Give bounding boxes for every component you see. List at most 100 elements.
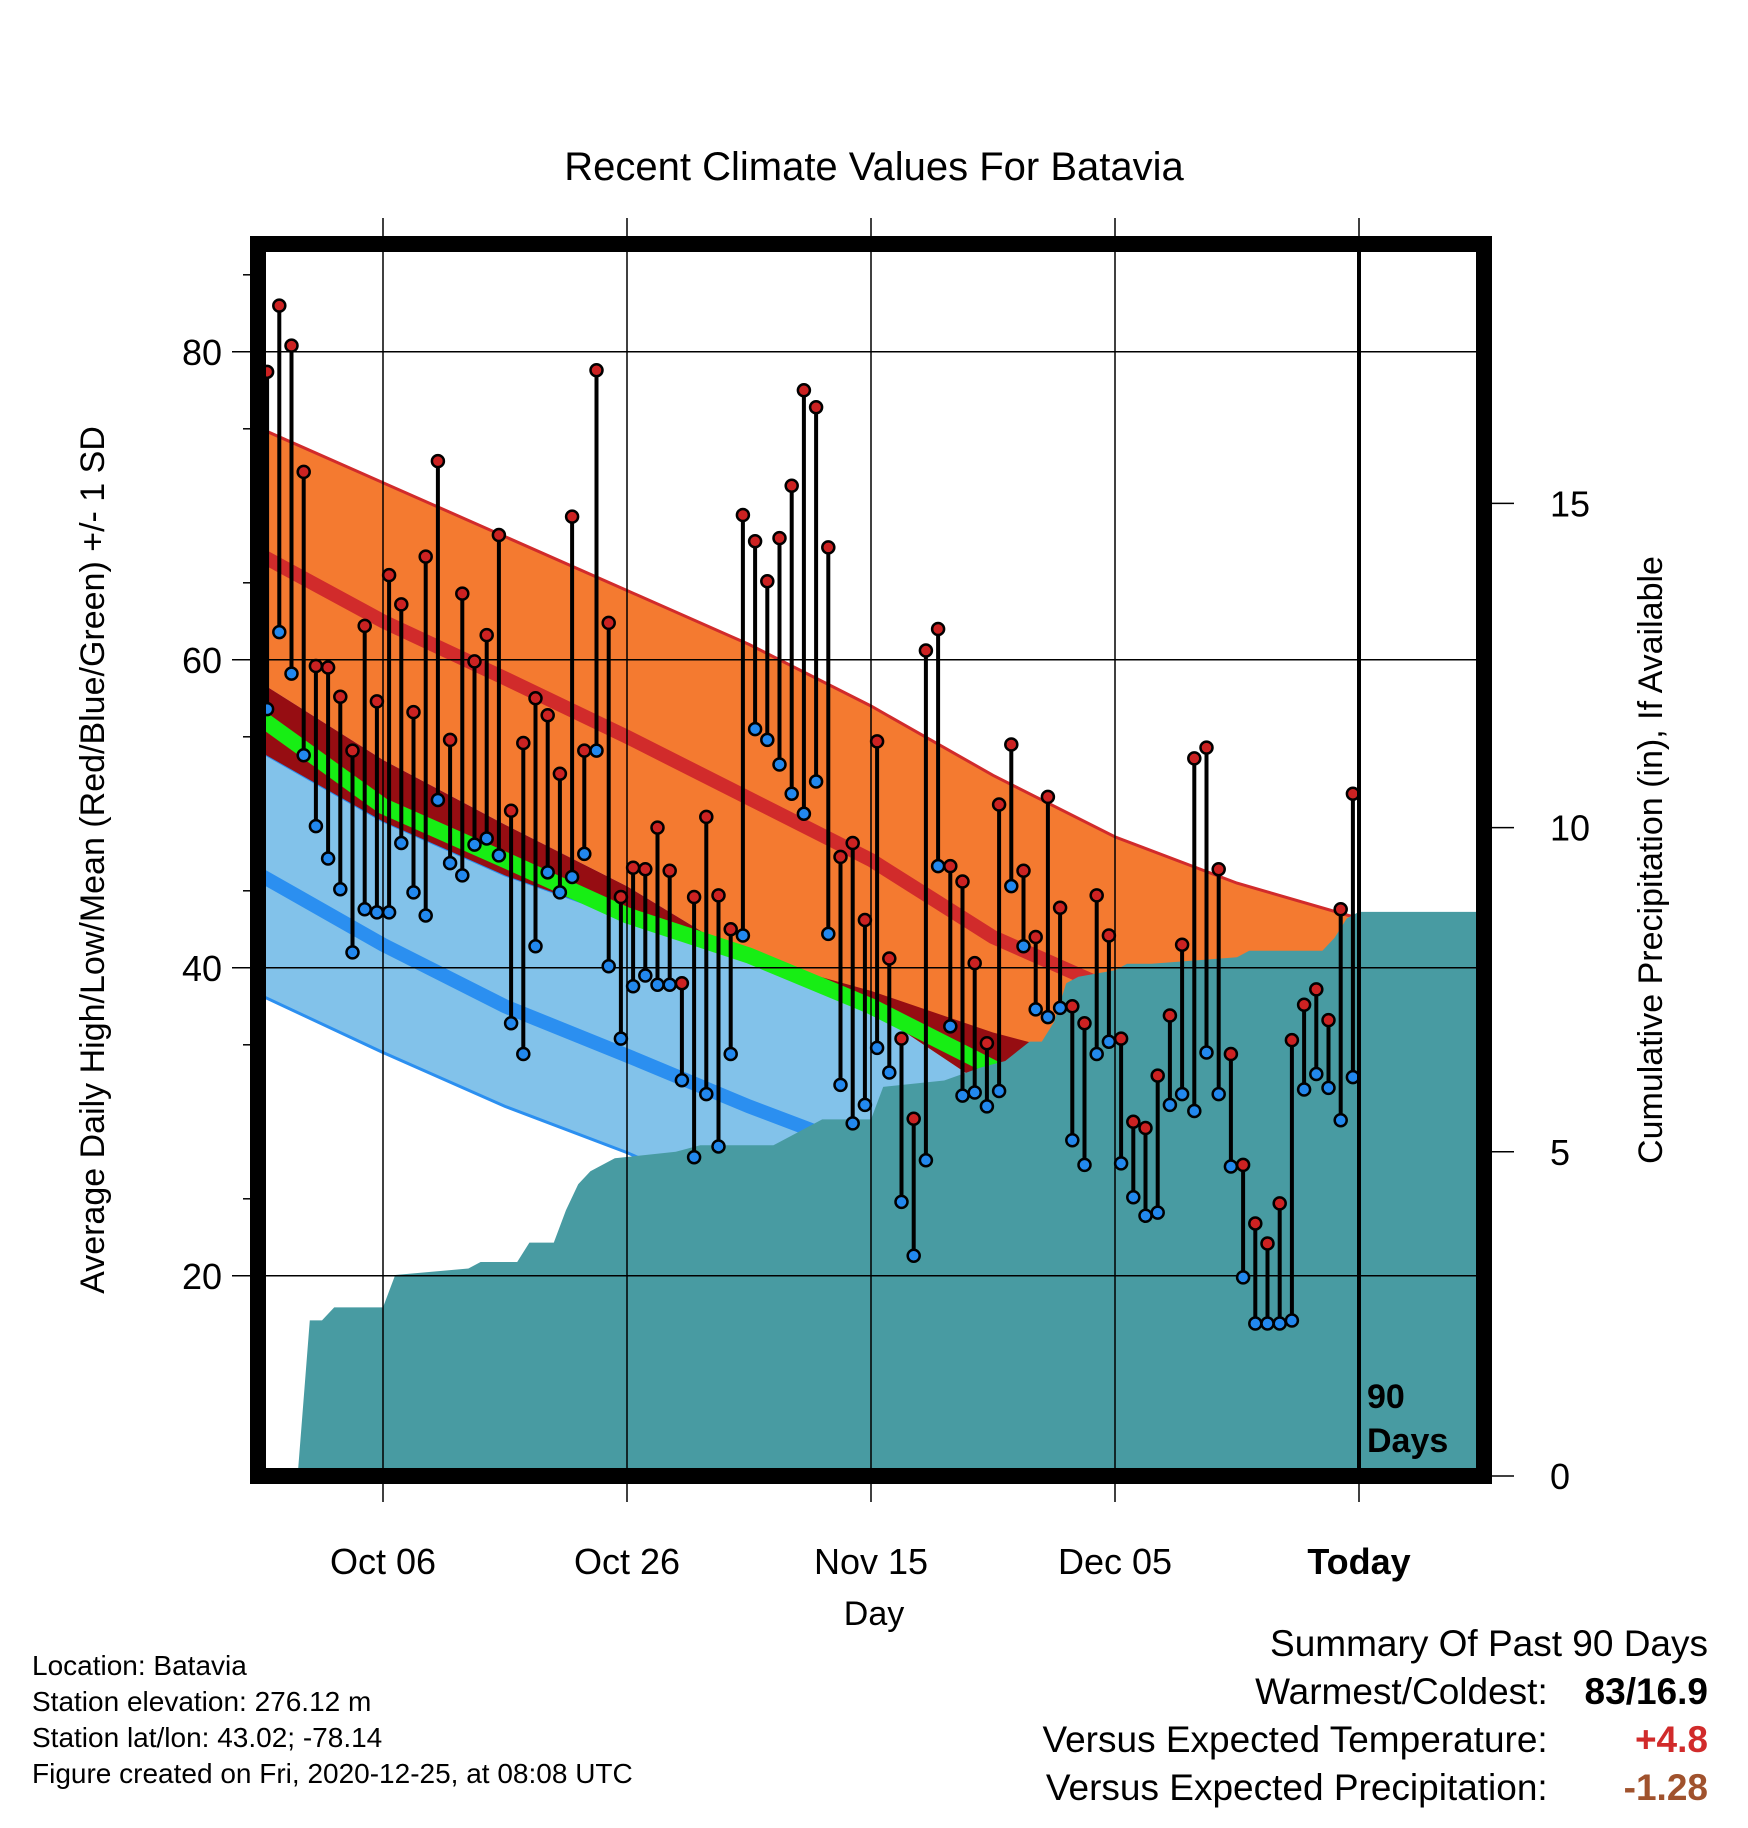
low-point — [308, 818, 324, 834]
high-point — [1309, 982, 1324, 997]
station-info: Location: Batavia Station elevation: 276… — [32, 1648, 633, 1792]
high-point — [503, 803, 519, 818]
high-point — [1174, 937, 1190, 952]
low-point — [1187, 1103, 1202, 1119]
low-point — [735, 928, 751, 943]
low-point — [1126, 1190, 1141, 1205]
high-point — [674, 975, 690, 991]
low-point — [455, 868, 470, 883]
low-point — [894, 1194, 909, 1210]
low-point — [686, 1149, 702, 1165]
low-point — [442, 855, 458, 871]
high-point — [467, 654, 482, 669]
low-point — [320, 851, 336, 866]
high-point — [1211, 861, 1226, 877]
x-axis-label: Day — [844, 1595, 904, 1633]
high-point — [479, 627, 494, 643]
axes: Oct 06 Oct 26 Nov 15 Dec 05 Today 20 40 60 80 0 5 1… — [182, 218, 1590, 1582]
daily-bars — [265, 305, 1355, 1324]
created-text: Figure created on Fri, 2020-12-25, at 08… — [32, 1758, 633, 1789]
chart-title: Recent Climate Values For Batavia — [564, 145, 1184, 189]
high-point — [1040, 789, 1056, 805]
high-point — [564, 509, 580, 524]
low-point — [1248, 1316, 1263, 1331]
low-point — [272, 624, 287, 640]
low-point — [711, 1139, 726, 1154]
low-point — [1309, 1066, 1324, 1082]
precip-departure-label: Versus Expected Precipitation: — [1045, 1767, 1548, 1808]
location-text: Location: Batavia — [32, 1650, 247, 1681]
high-point — [918, 643, 934, 658]
high-point — [991, 797, 1007, 812]
low-point — [1260, 1316, 1275, 1331]
low-point — [406, 885, 421, 900]
low-point — [1016, 938, 1031, 954]
low-point — [1004, 878, 1019, 894]
high-point — [455, 586, 470, 601]
low-point — [503, 1015, 519, 1031]
high-point — [955, 874, 970, 889]
low-point — [784, 786, 799, 802]
x-tick-label: Oct 26 — [574, 1541, 680, 1582]
high-point — [308, 658, 324, 674]
high-point — [638, 861, 653, 877]
x-tick-label: Nov 15 — [814, 1541, 928, 1582]
high-point — [320, 660, 336, 675]
low-point — [552, 885, 568, 900]
low-point — [1174, 1086, 1190, 1102]
low-point — [1089, 1046, 1104, 1062]
low-point — [930, 858, 946, 874]
low-point — [869, 1040, 885, 1056]
low-point — [540, 865, 555, 880]
y-axis-label: Average Daily High/Low/Mean (Red/Blue/Gr… — [74, 426, 112, 1294]
low-point — [674, 1072, 690, 1088]
high-point — [333, 689, 348, 705]
high-point — [442, 732, 458, 748]
x-tick-label: Oct 06 — [330, 1541, 436, 1582]
high-point — [1101, 928, 1117, 943]
high-point — [882, 951, 897, 966]
high-point — [1016, 863, 1031, 879]
low-point — [1272, 1316, 1287, 1331]
low-point — [772, 757, 787, 772]
low-point — [394, 835, 409, 851]
high-point — [1162, 1008, 1178, 1023]
high-point — [1272, 1196, 1287, 1211]
low-point — [1296, 1082, 1312, 1097]
summary-warmest-row: Warmest/Coldest: 83/16.9 — [1042, 1668, 1708, 1716]
low-point — [479, 831, 494, 846]
low-point — [1065, 1133, 1080, 1148]
low-point — [1321, 1080, 1336, 1096]
high-point — [686, 889, 702, 905]
high-point — [394, 597, 409, 612]
low-point — [564, 869, 580, 885]
high-point — [577, 743, 592, 758]
low-point — [943, 1019, 958, 1034]
high-point — [589, 363, 604, 378]
low-point — [857, 1097, 873, 1113]
low-point — [918, 1153, 934, 1168]
low-point — [296, 748, 311, 763]
low-point — [991, 1083, 1007, 1099]
warmest-label: Warmest/Coldest: — [1255, 1671, 1548, 1712]
high-point — [491, 527, 507, 543]
x-tick-label: Dec 05 — [1058, 1541, 1172, 1582]
y-tick-label: 80 — [182, 332, 222, 373]
high-point — [662, 863, 677, 879]
high-point — [369, 694, 385, 709]
high-point — [1223, 1046, 1239, 1062]
low-point — [418, 908, 433, 923]
y2-tick-label: 10 — [1550, 808, 1590, 849]
low-point — [1211, 1086, 1226, 1102]
high-point — [601, 615, 616, 631]
high-point — [857, 912, 873, 928]
low-point — [1333, 1113, 1348, 1128]
high-point — [1248, 1216, 1263, 1231]
x-tick-label: Today — [1307, 1541, 1410, 1582]
low-point — [333, 882, 348, 897]
high-point — [1126, 1114, 1141, 1130]
high-point — [272, 298, 287, 313]
high-point — [381, 567, 397, 583]
high-point — [699, 809, 714, 825]
low-point — [1052, 1000, 1068, 1016]
